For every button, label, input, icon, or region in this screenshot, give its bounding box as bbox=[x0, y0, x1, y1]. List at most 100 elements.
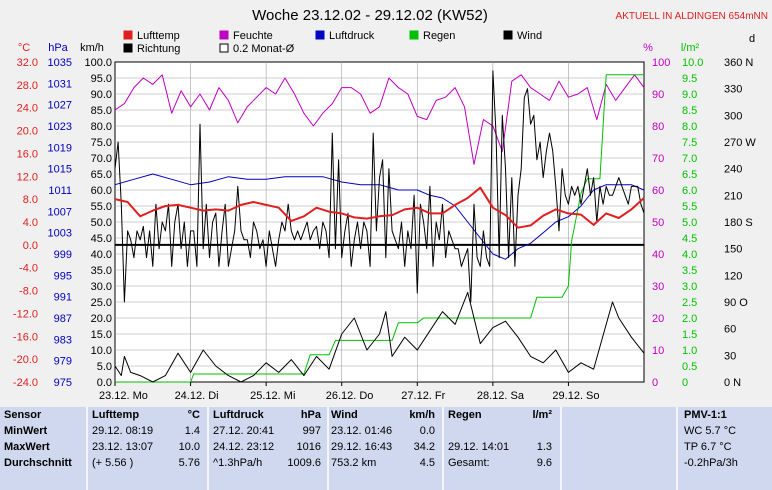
legend-swatch bbox=[123, 43, 133, 53]
data-series bbox=[114, 70, 645, 383]
rain-tick-label: 10.0 bbox=[682, 57, 703, 69]
wind-tick-label: 20.0 bbox=[91, 313, 112, 325]
temp-tick-label: -24.0 bbox=[13, 377, 38, 389]
stats-wind-max-val: 34.2 bbox=[413, 441, 435, 453]
direction-tick-label: 240 bbox=[724, 164, 742, 176]
temp-tick-label: -12.0 bbox=[13, 308, 38, 320]
axis-ticks: 32.0 28.0 24.0 20.0 16.0 12.0 8.0 4.0 0.0 -4.0 -8.… bbox=[13, 57, 756, 389]
pressure-axis-unit: hPa bbox=[48, 42, 68, 54]
wind-tick-label: 55.0 bbox=[91, 201, 112, 213]
rain-tick-label: 0.5 bbox=[682, 361, 697, 373]
legend-swatch bbox=[219, 30, 229, 40]
series-regen-line bbox=[115, 74, 644, 383]
stats-divider bbox=[207, 407, 209, 490]
humidity-tick-label: 60 bbox=[652, 185, 664, 197]
stats-divider bbox=[86, 407, 88, 490]
temp-tick-label: 4.0 bbox=[23, 217, 38, 229]
weather-chart: Woche 23.12.02 - 29.12.02 (KW52) AKTUELL… bbox=[12, 7, 768, 402]
series-wind-line bbox=[114, 291, 645, 383]
x-tick-label: 25.12. Mi bbox=[250, 390, 295, 402]
pressure-tick-label: 1007 bbox=[48, 206, 72, 218]
direction-tick-label: 330 bbox=[724, 84, 742, 96]
pressure-tick-label: 975 bbox=[54, 377, 72, 389]
rain-tick-label: 7.0 bbox=[682, 153, 697, 165]
rain-tick-label: 6.0 bbox=[682, 185, 697, 197]
stats-divider bbox=[442, 407, 444, 490]
rain-tick-label: 4.0 bbox=[682, 249, 697, 261]
series-richtung-line bbox=[114, 70, 645, 303]
humidity-tick-label: 0 bbox=[652, 377, 658, 389]
stats-wind-max-when: 29.12. 16:43 bbox=[331, 441, 393, 453]
pressure-tick-label: 1023 bbox=[48, 121, 72, 133]
stats-temp-column: Lufttemp °C 29.12. 08:19 1.4 23.12. 13:07 1… bbox=[92, 407, 204, 490]
wind-tick-label: 35.0 bbox=[91, 265, 112, 277]
pressure-tick-label: 1031 bbox=[48, 78, 72, 90]
stats-pressure-trend: ^1.3hPa/h bbox=[213, 457, 263, 469]
wind-tick-label: 40.0 bbox=[91, 249, 112, 261]
rain-tick-label: 6.5 bbox=[682, 169, 697, 181]
temp-tick-label: 28.0 bbox=[17, 80, 38, 92]
rain-tick-label: 1.0 bbox=[682, 345, 697, 357]
rain-tick-label: 3.0 bbox=[682, 281, 697, 293]
humidity-tick-label: 40 bbox=[652, 249, 664, 261]
pressure-tick-label: 987 bbox=[54, 313, 72, 325]
stats-rain-max-when: 29.12. 14:01 bbox=[448, 441, 510, 453]
stats-pressure-min-val: 997 bbox=[302, 425, 321, 437]
stats-rain-column: Regen l/m² 29.12. 14:01 1.3 Gesamt: 9.6 bbox=[448, 407, 556, 490]
direction-tick-label: 120 bbox=[724, 270, 742, 282]
rain-tick-label: 3.5 bbox=[682, 265, 697, 277]
wind-tick-label: 15.0 bbox=[91, 329, 112, 341]
legend-label: 0.2 Monat-Ø bbox=[233, 43, 295, 55]
rain-tick-label: 0 bbox=[682, 377, 688, 389]
stats-rain-total-label: Gesamt: bbox=[448, 457, 490, 469]
pressure-tick-label: 995 bbox=[54, 270, 72, 282]
rain-tick-label: 2.0 bbox=[682, 313, 697, 325]
humidity-tick-label: 100 bbox=[652, 57, 670, 69]
pressure-tick-label: 1027 bbox=[48, 100, 72, 112]
series-feuchte-line bbox=[114, 74, 645, 165]
stats-avg-label: Durchschnitt bbox=[4, 457, 72, 469]
stats-max-label: MaxWert bbox=[4, 441, 50, 453]
direction-tick-label: 180 S bbox=[724, 217, 753, 229]
stats-rain-max-val: 1.3 bbox=[536, 441, 552, 453]
rain-axis-unit: l/m² bbox=[681, 42, 700, 54]
temp-tick-label: 12.0 bbox=[17, 171, 38, 183]
stats-wind-min-when: 23.12. 01:46 bbox=[331, 425, 393, 437]
stats-temp-header: Lufttemp bbox=[92, 409, 140, 421]
temp-tick-label: -20.0 bbox=[13, 354, 38, 366]
pressure-tick-label: 1011 bbox=[48, 185, 72, 197]
stats-pmv-column: PMV-1:1 WC 5.7 °C TP 6.7 °C -0.2hPa/3h bbox=[684, 407, 770, 490]
stats-wind-min-val: 0.0 bbox=[419, 425, 435, 437]
temp-tick-label: 32.0 bbox=[17, 57, 38, 69]
pressure-tick-label: 983 bbox=[54, 334, 72, 346]
pressure-tick-label: 1019 bbox=[48, 142, 72, 154]
humidity-tick-label: 30 bbox=[652, 281, 664, 293]
rain-tick-label: 7.5 bbox=[682, 137, 697, 149]
stats-divider bbox=[327, 407, 329, 490]
humidity-tick-label: 90 bbox=[652, 89, 664, 101]
x-axis-labels: 23.12. Mo 24.12. Di 25.12. Mi 26.12. Do 27.1… bbox=[99, 382, 600, 402]
wind-tick-label: 90.0 bbox=[91, 89, 112, 101]
stats-temp-max-val: 10.0 bbox=[178, 441, 200, 453]
wind-tick-label: 25.0 bbox=[91, 297, 112, 309]
direction-tick-label: 300 bbox=[724, 110, 742, 122]
chart-title: Woche 23.12.02 - 29.12.02 (KW52) bbox=[252, 7, 488, 24]
pressure-tick-label: 1003 bbox=[48, 228, 72, 240]
stats-wind-unit: km/h bbox=[409, 409, 435, 421]
stats-pmv-pressure-trend: -0.2hPa/3h bbox=[684, 457, 738, 469]
x-tick-label: 28.12. Sa bbox=[477, 390, 525, 402]
rain-tick-label: 8.5 bbox=[682, 105, 697, 117]
humidity-tick-label: 50 bbox=[652, 217, 664, 229]
axis-units: °C hPa km/h% l/m² d bbox=[18, 33, 755, 54]
stats-pmv-dewpoint: TP 6.7 °C bbox=[684, 441, 732, 453]
wind-tick-label: 95.0 bbox=[91, 73, 112, 85]
humidity-tick-label: 80 bbox=[652, 121, 664, 133]
legend-label: Feuchte bbox=[233, 30, 273, 42]
direction-tick-label: 30 bbox=[724, 350, 736, 362]
stats-temp-avg-note: (+ 5.56 ) bbox=[92, 457, 134, 469]
stats-divider bbox=[560, 407, 562, 490]
stats-rain-header: Regen bbox=[448, 409, 482, 421]
wind-tick-label: 70.0 bbox=[91, 153, 112, 165]
direction-tick-label: 150 bbox=[724, 244, 742, 256]
